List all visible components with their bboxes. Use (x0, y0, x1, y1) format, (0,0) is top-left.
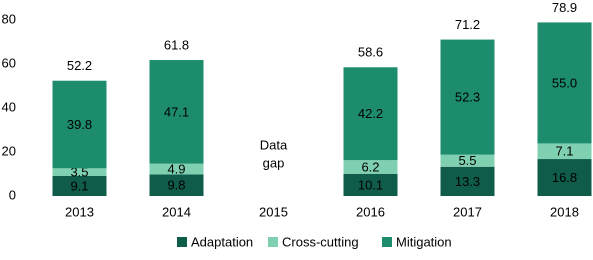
value-label: 9.1 (70, 178, 88, 193)
bar-segment (537, 159, 592, 196)
total-label: 52.2 (67, 58, 92, 73)
total-label: 71.2 (455, 17, 480, 32)
value-label: 42.2 (358, 106, 383, 121)
bar-segment (537, 22, 592, 144)
value-label: 4.9 (167, 161, 185, 176)
legend-label: Cross-cutting (282, 234, 359, 249)
legend-swatch (268, 237, 278, 247)
bar-segment (440, 166, 495, 196)
value-label: 47.1 (164, 104, 189, 119)
value-label: 39.8 (67, 117, 92, 132)
y-tick-label: 20 (2, 143, 16, 158)
y-tick-label: 80 (2, 11, 16, 26)
x-tick-label: 2016 (356, 204, 385, 219)
value-label: 6.2 (361, 159, 379, 174)
y-tick-label: 0 (9, 187, 16, 202)
bar-segment (149, 174, 204, 196)
total-label: 61.8 (164, 37, 189, 52)
bar-segment (343, 173, 398, 196)
value-label: 16.8 (552, 170, 577, 185)
x-tick-label: 2015 (259, 204, 288, 219)
value-label: 7.1 (555, 144, 573, 159)
y-tick-label: 40 (2, 99, 16, 114)
value-label: 55.0 (552, 75, 577, 90)
value-label: 5.5 (458, 153, 476, 168)
bar-segment (440, 39, 495, 155)
bar-segment (52, 175, 107, 196)
total-label: 58.6 (358, 45, 383, 60)
bar-segment (343, 67, 398, 161)
bar-segment (52, 168, 107, 176)
bar-segment (149, 163, 204, 175)
value-label: 13.3 (455, 174, 480, 189)
annotation: gap (263, 155, 285, 170)
value-label: 9.8 (167, 178, 185, 193)
x-tick-label: 2014 (162, 204, 191, 219)
bar-segment (343, 160, 398, 174)
value-label: 10.1 (358, 177, 383, 192)
legend-label: Adaptation (191, 234, 253, 249)
legend-swatch (177, 237, 187, 247)
bar-segment (149, 60, 204, 164)
value-label: 52.3 (455, 90, 480, 105)
annotation: Data (260, 137, 288, 152)
x-tick-label: 2018 (550, 204, 579, 219)
x-tick-label: 2013 (65, 204, 94, 219)
bar-segment (440, 154, 495, 167)
y-tick-label: 60 (2, 55, 16, 70)
bar-segment (537, 143, 592, 160)
legend-swatch (382, 237, 392, 247)
total-label: 78.9 (552, 0, 577, 15)
value-label: 3.5 (70, 165, 88, 180)
legend-label: Mitigation (396, 234, 452, 249)
x-tick-label: 2017 (453, 204, 482, 219)
bar-segment (52, 80, 107, 169)
